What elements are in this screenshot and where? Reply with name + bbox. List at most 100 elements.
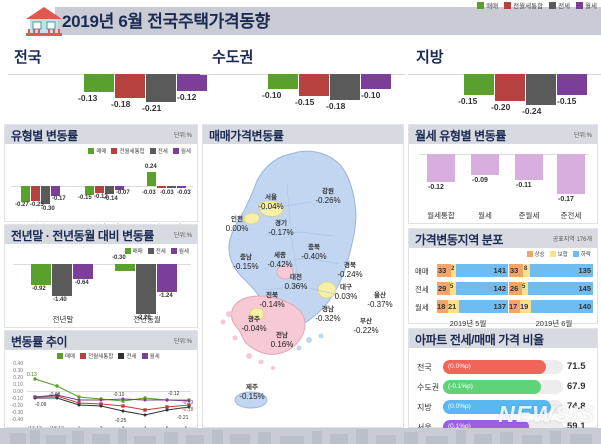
legend-item-maemae: 매매 <box>477 0 498 10</box>
panel-header: 매매가격변동률 <box>203 125 403 144</box>
map-label-chungnam: 충남 -0.15% <box>233 254 259 271</box>
panel-title: 유형별 변동률 <box>11 129 78 143</box>
seg-down: 135 <box>530 264 593 277</box>
table-row: 26 5 145 <box>509 282 595 295</box>
seg-up: 29 <box>437 282 450 295</box>
map-label-seoul: 서울 -0.04% <box>258 194 284 211</box>
ratio-bar: (-0.1%p) <box>443 380 541 394</box>
summary-bar: -0.10 <box>361 74 391 100</box>
panel-header: 월세 유형별 변동률 단위:% <box>409 125 597 144</box>
legend-item: 매매 <box>124 247 143 255</box>
map-label-sejong: 세종 -0.42% <box>267 252 293 269</box>
table-row: 월세 18 21 137 <box>415 300 508 313</box>
legend-swatch-icon <box>477 1 485 9</box>
summary-bar: -0.15 <box>458 74 494 106</box>
legend-item: 월세 <box>172 147 191 155</box>
panel-header: 가격변동지역 분포 공표지역 176개 <box>409 229 597 248</box>
dist-month-label: 2019년 6월 <box>535 319 573 328</box>
table-row: 17 19 140 <box>509 300 595 313</box>
bar-yearend-jeonse <box>52 264 72 296</box>
summary-bar: -0.21 <box>142 74 176 113</box>
bar-wolse <box>471 154 499 175</box>
summary-bar: -0.12 <box>177 74 207 102</box>
panel-title: 월세 유형별 변동률 <box>415 129 506 143</box>
panel-body: 상승 보합 하락 매매 33 2 141 전세 29 5 142 월세 18 2… <box>409 248 597 328</box>
summary-bar: -0.13 <box>78 74 114 103</box>
ratio-bar: (0.0%p) <box>443 360 546 374</box>
legend-item-jeonwolse: 전월세통합 <box>504 0 543 10</box>
map-label-jeju: 제주 -0.15% <box>239 384 265 401</box>
map-label-jeonbuk: 전북 -0.14% <box>259 292 285 309</box>
seg-down: 140 <box>531 300 593 313</box>
panel-header: 유형별 변동률 단위:% <box>5 125 197 144</box>
map-label-gyeongbuk: 경북 -0.24% <box>337 262 363 279</box>
legend-swatch-icon <box>549 1 557 9</box>
summary-bars: -0.15 -0.20 -0.24 -0.15 <box>458 74 588 116</box>
group-label-yearend: 전년말 <box>52 315 74 324</box>
seg-down: 145 <box>528 282 593 295</box>
summary-bar: -0.18 <box>111 74 145 109</box>
chart-legend: 매매 전월세통합 전세 월세 <box>88 147 191 155</box>
panel-type-change: 유형별 변동률 단위:% 매매 전월세통합 전세 월세 -0.27 -0.25 … <box>4 124 198 232</box>
panel-monthly-rent: 월세 유형별 변동률 단위:% -0.12 -0.09 -0.11 -0.17 … <box>408 124 598 224</box>
map-label-gwangju: 광주 -0.04% <box>241 316 267 333</box>
seg-flat: 2 <box>451 264 456 277</box>
panel-map: 매매가격변동률 <box>202 124 404 428</box>
panel-unit: 단위:% <box>173 133 192 139</box>
panel-ratio: 아파트 전세/매매 가격 비율 전국 (0.0%p) 71.5 수도권 (-0.… <box>408 328 598 434</box>
seg-up: 33 <box>437 264 451 277</box>
skyline-icon <box>10 429 592 444</box>
chart-legend: 매매 전월세통합 전세 월세 <box>57 352 160 360</box>
ratio-row-capital: 수도권 (-0.1%p) 67.9 <box>417 380 586 394</box>
bar-detached-jeonse <box>167 186 176 188</box>
legend-item: 하락 <box>572 250 591 258</box>
header-bar <box>55 7 601 35</box>
seg-up: 18 <box>437 300 448 313</box>
main-legend: 매매 전월세통합 전세 월세 <box>477 0 597 10</box>
page-header: 2019년 6월 전국주택가격동향 <box>0 0 601 42</box>
bar-yoy-wolse <box>157 264 177 292</box>
seg-up: 17 <box>509 300 520 313</box>
legend-item: 월세 <box>170 247 189 255</box>
panel-unit: 단위:% <box>573 133 592 139</box>
summary-bar: -0.18 <box>326 74 360 111</box>
table-row: 전세 29 5 142 <box>415 282 508 295</box>
summary-bar: -0.15 <box>557 74 587 106</box>
bar-detached-jeonwolse <box>157 186 166 188</box>
bar-apartment-jeonse <box>41 186 50 204</box>
bar-apartment-wolse <box>51 186 60 196</box>
legend-item: 전월세통합 <box>111 147 145 155</box>
seg-down: 141 <box>456 264 508 277</box>
ratio-row-provincial: 지방 (0.0%p) 74.8 <box>417 400 586 414</box>
dist-month-label: 2019년 5월 <box>449 319 487 328</box>
map-label-ulsan: 울산 -0.37% <box>367 292 393 309</box>
legend-item: 보합 <box>549 250 568 258</box>
panel-distribution: 가격변동지역 분포 공표지역 176개 상승 보합 하락 매매 33 2 141… <box>408 228 598 328</box>
bar-junjeonse <box>557 154 585 194</box>
bar-rowhouse-jeonwolse <box>95 186 104 193</box>
legend-item: 전세 <box>118 352 137 360</box>
legend-label: 월세 <box>585 3 597 10</box>
legend-swatch-icon <box>549 251 556 257</box>
seg-flat: 5 <box>450 282 456 295</box>
legend-item: 전세 <box>149 147 168 155</box>
bar-apartment-maemae <box>21 186 30 202</box>
panel-body: 매매 전월세통합 전세 월세 -0.27 -0.25 -0.30 -0.17 아… <box>5 144 197 232</box>
legend-label: 전월세통합 <box>513 3 544 10</box>
seg-flat: 21 <box>448 300 459 313</box>
panel-body: 매매 전월세통합 전세 월세 0.40 0.30 0.20 0.10 0.00 … <box>11 352 194 432</box>
panel-body: 전국 (0.0%p) 71.5 수도권 (-0.1%p) 67.9 지방 (0.… <box>409 348 597 434</box>
panel-trend: 변동률 추이 단위:% 매매 전월세통합 전세 월세 0.40 0.30 0.2… <box>4 330 198 432</box>
map-label-jeonnam: 전남 0.16% <box>270 332 294 349</box>
map-label-busan: 부산 -0.22% <box>353 318 379 335</box>
map-label-gyeonggi: 경기 -0.17% <box>268 220 294 237</box>
panel-yoy-change: 전년말 · 전년동월 대비 변동률 단위:% 매매 전세 월세 -0.92 -1… <box>4 224 198 328</box>
seg-flat: 5 <box>522 282 528 295</box>
map-shape <box>220 150 357 409</box>
summary-title: 수도권 <box>212 49 254 66</box>
bar-apartment-jeonwolse <box>31 186 40 201</box>
bar-rowhouse-wolse <box>115 186 124 190</box>
bar-rowhouse-maemae <box>85 186 94 195</box>
map-label-daegu: 대구 0.03% <box>334 284 358 301</box>
